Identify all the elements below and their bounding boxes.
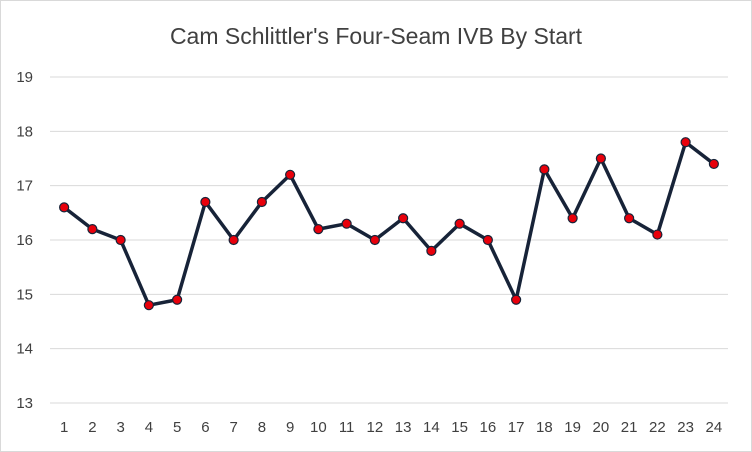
x-tick-label: 22 [649,419,666,436]
x-tick-label: 8 [258,419,266,436]
x-tick-label: 10 [310,419,327,436]
x-tick-label: 15 [451,419,468,436]
data-point [595,153,606,164]
data-point [228,234,239,246]
data-point [680,137,691,148]
y-tick-label: 19 [16,69,33,86]
x-tick-label: 24 [706,419,723,436]
x-tick-label: 12 [367,419,384,436]
x-tick-label: 7 [229,419,237,436]
data-point [369,234,380,246]
data-point [624,213,635,224]
data-point [313,224,324,235]
data-point [511,294,522,305]
data-point [143,300,154,311]
x-tick-label: 21 [621,419,638,436]
data-point [652,229,663,240]
data-point [115,234,126,246]
series-line [62,140,716,307]
data-point [426,245,437,256]
y-tick-label: 15 [16,286,33,303]
x-tick-label: 18 [536,419,553,436]
data-point [87,224,98,235]
x-tick-label: 17 [508,419,525,436]
x-tick-label: 13 [395,419,412,436]
data-point [200,196,211,208]
x-tick-label: 19 [564,419,581,436]
data-point [256,196,267,208]
series-markers [59,137,719,311]
x-tick-label: 6 [201,419,209,436]
x-tick-label: 20 [593,419,610,436]
y-tick-label: 17 [16,178,33,195]
y-tick-label: 13 [16,395,33,412]
x-tick-label: 1 [60,419,68,436]
x-tick-label: 5 [173,419,181,436]
data-point [341,218,352,229]
data-point [708,158,719,170]
series-line-layer [62,140,716,307]
x-tick-label: 2 [88,419,96,436]
data-point [59,202,70,213]
x-tick-label: 23 [677,419,694,436]
y-tick-label: 14 [16,341,33,358]
x-tick-label: 4 [145,419,153,436]
data-point [285,169,296,180]
x-tick-label: 3 [116,419,124,436]
y-axis-ticks: 13 14 15 16 17 18 19 [16,69,33,412]
y-tick-label: 16 [16,232,33,249]
data-point [172,294,183,305]
data-point [539,164,550,175]
data-point [567,213,578,224]
data-point [398,213,409,224]
gridlines [50,76,728,404]
x-tick-label: 14 [423,419,440,436]
chart-title: Cam Schlittler's Four-Seam IVB By Start [170,23,583,49]
x-tick-label: 9 [286,419,294,436]
x-tick-label: 11 [339,419,355,436]
x-axis-ticks: 1 2 3 4 5 6 7 8 9 10 11 12 13 14 15 16 17 18 19 20 21 22 23 24 [60,419,722,436]
x-tick-label: 16 [480,419,497,436]
y-tick-label: 18 [16,123,33,140]
data-point [454,218,465,229]
data-point [482,234,493,246]
